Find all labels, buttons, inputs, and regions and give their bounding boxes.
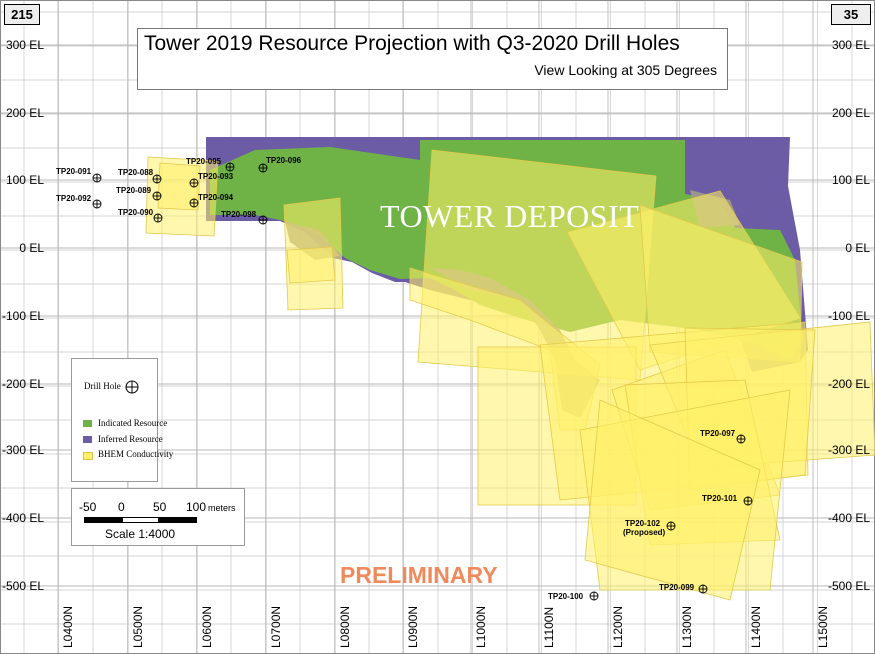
elevation-label-right: -400 EL [828,511,870,525]
section-label: L0800N [338,606,352,648]
axis-labels: 300 EL 300 EL 200 EL 200 EL 100 EL 100 EL 0 EL… [2,38,870,648]
elevation-label-right: 300 EL [832,38,870,52]
scale-tick-label: -50 [79,500,97,514]
bhem-conductivity-plate [157,162,201,211]
drill-hole-tp20-101: TP20-101 [702,494,753,506]
drill-hole-tp20-090: TP20-090 [118,208,163,223]
elevation-label-right: -300 EL [828,443,870,457]
drill-hole-tp20-097: TP20-097 [700,429,746,444]
section-label: L1400N [749,606,763,648]
drill-hole-label: TP20-096 [266,156,302,165]
elevation-label-left: -500 EL [2,579,44,593]
elevation-label-right: -500 EL [828,579,870,593]
drill-hole-label: TP20-102 [625,519,661,528]
section-label: L0700N [269,606,283,648]
section-label: L0400N [61,606,75,648]
legend-indicated-swatch [83,420,92,427]
scale-segment [159,517,197,523]
drill-hole-label: TP20-093 [198,172,234,181]
elevation-label-left: -200 EL [2,377,44,391]
drill-hole-tp20-100: TP20-100 [548,591,599,601]
section-label: L0900N [406,606,420,648]
drill-hole-label: TP20-089 [116,186,152,195]
drill-hole-label: TP20-097 [700,429,736,438]
scale-segment [84,517,122,523]
drill-hole-label: TP20-090 [118,208,154,217]
deposit-label: TOWER DEPOSIT [380,198,640,234]
section-label: L1100N [542,607,556,648]
drill-hole-tp20-096: TP20-096 [258,156,302,173]
section-label: L1200N [611,606,625,648]
drill-hole-tp20-094: TP20-094 [189,193,234,208]
bhem-conductivity-plate [584,399,761,601]
drill-holes: TP20-091 TP20-092 TP20-088 TP20-089 TP20-090… [56,156,753,601]
indicated-resource-zone [210,150,255,215]
drill-hole-note: (Proposed) [623,528,666,537]
section-label: L0500N [131,606,145,648]
scale-bar: -50 0 50 100 meters Scale 1:4000 [71,488,245,546]
scale-ratio: Scale 1:4000 [105,527,176,541]
elevation-label-left: 300 EL [6,38,44,52]
legend-conductivity-swatch [83,452,93,460]
legend-inferred-swatch [83,436,92,443]
drill-hole-label: TP20-092 [56,194,92,203]
drill-hole-label: TP20-099 [659,583,695,592]
section-label: L0600N [200,606,214,648]
drill-hole-label: TP20-094 [198,193,234,202]
scale-segment [122,517,159,523]
elevation-label-left: -400 EL [2,511,44,525]
legend: Drill Hole Indicated Resource Inferred R… [71,358,173,482]
drill-hole-label: TP20-088 [118,168,154,177]
legend-drill-hole-label: Drill Hole [84,381,121,391]
scale-units: meters [208,503,236,513]
section-label: L1000N [474,606,488,648]
elevation-label-left: -100 EL [2,309,44,323]
elevation-label-right: 200 EL [832,106,870,120]
drill-hole-tp20-095: TP20-095 [186,157,235,172]
drill-hole-tp20-092: TP20-092 [56,194,102,209]
view-direction: View Looking at 305 Degrees [534,62,717,78]
bhem-conductivity-plate [286,246,336,284]
legend-inferred-label: Inferred Resource [98,434,163,444]
elevation-label-right: -200 EL [828,377,870,391]
drill-hole-label: TP20-095 [186,157,222,166]
drill-hole-label: TP20-091 [56,167,92,176]
drill-hole-icon [125,380,139,394]
drill-hole-label: TP20-101 [702,494,738,503]
elevation-label-right: 100 EL [832,173,870,187]
elevation-label-right: -100 EL [828,309,870,323]
section-label: L1500N [816,606,830,648]
legend-conductivity-label: BHEM Conductivity [98,449,174,459]
legend-indicated-label: Indicated Resource [98,418,168,428]
drill-hole-tp20-102: TP20-102(Proposed) [623,519,676,537]
map-title: Tower 2019 Resource Projection with Q3-2… [144,32,680,55]
corner-label-left: 215 [4,4,40,25]
drill-hole-label: TP20-100 [548,592,584,601]
corner-label-right: 35 [831,4,871,25]
title-box: Tower 2019 Resource Projection with Q3-2… [137,28,728,90]
elevation-label-left: -300 EL [2,443,44,457]
scale-tick-label: 100 [186,500,207,514]
drill-hole-tp20-089: TP20-089 [116,186,162,201]
elevation-label-left: 0 EL [19,241,44,255]
drill-hole-tp20-091: TP20-091 [56,167,102,183]
elevation-label-right: 0 EL [845,241,870,255]
drill-hole-tp20-088: TP20-088 [118,168,162,184]
resource-shapes [145,137,875,601]
drill-hole-tp20-093: TP20-093 [189,172,234,188]
drill-hole-tp20-099: TP20-099 [659,583,708,594]
preliminary-label: PRELIMINARY [340,562,498,588]
scale-tick-label: 50 [153,500,167,514]
drill-hole-tp20-098: TP20-098 [221,210,268,225]
elevation-label-left: 100 EL [6,173,44,187]
elevation-label-left: 200 EL [6,106,44,120]
section-label: L1300N [680,606,694,648]
drill-hole-label: TP20-098 [221,210,257,219]
scale-tick-label: 0 [118,500,125,514]
